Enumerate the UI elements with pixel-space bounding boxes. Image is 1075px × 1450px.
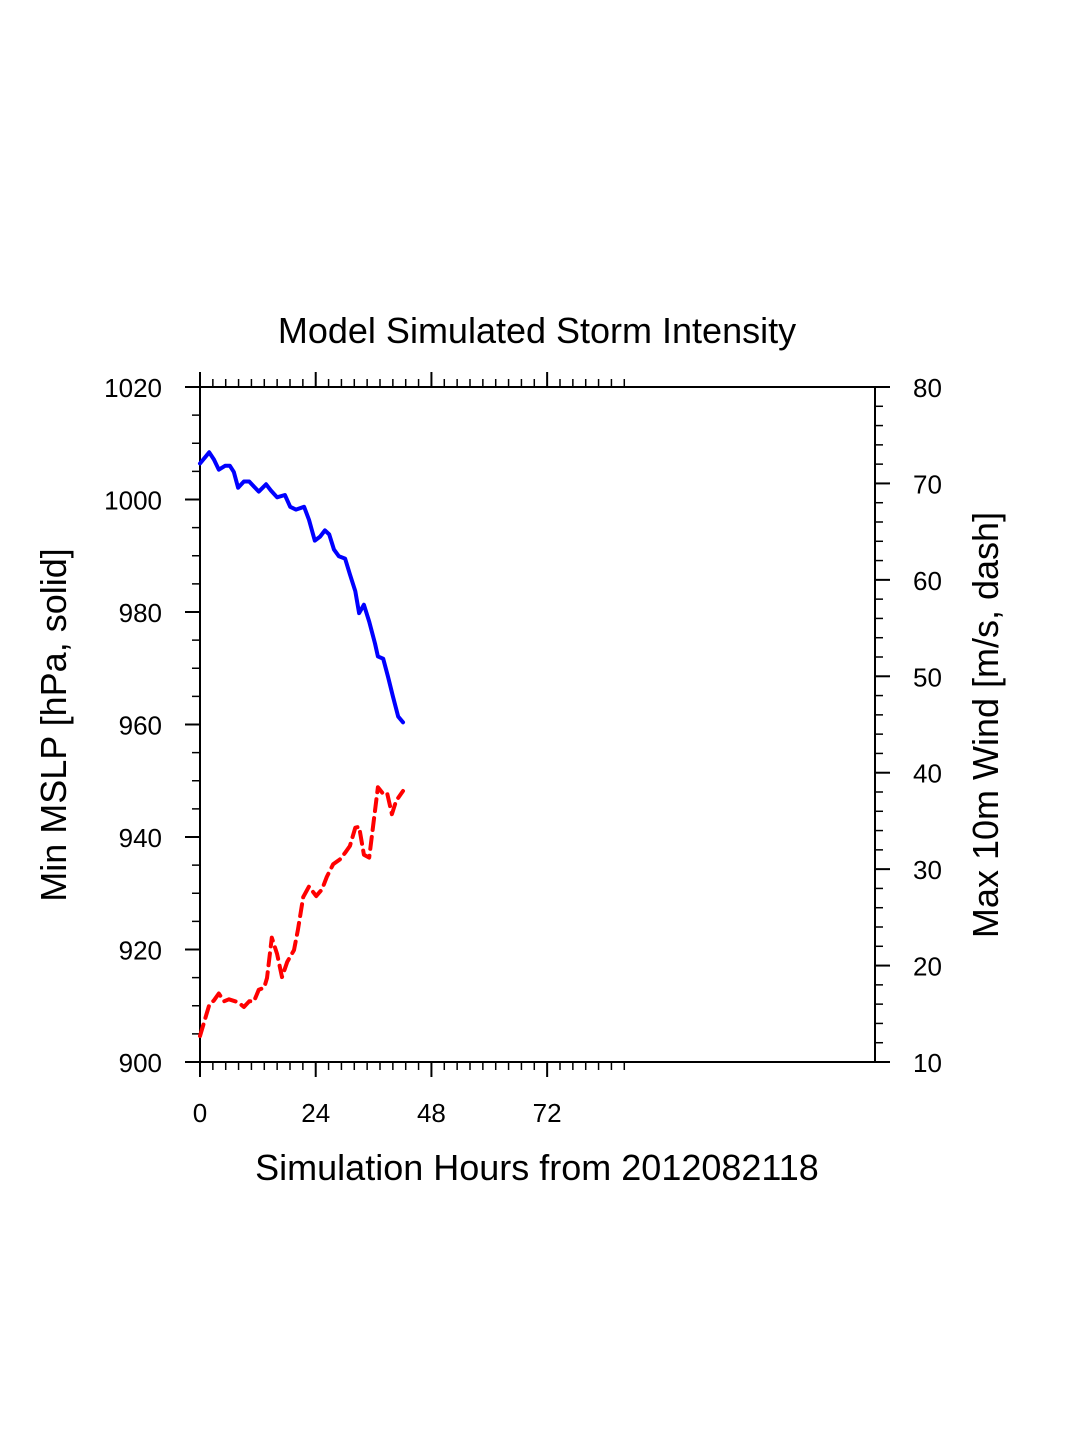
y-left-tick-label: 940 <box>119 823 162 853</box>
y-left-tick-label: 1020 <box>104 373 162 403</box>
y-right-tick-label: 30 <box>913 855 942 885</box>
wind-series-line <box>198 785 405 1038</box>
y-right-tick-label: 60 <box>913 566 942 596</box>
x-axis-label: Simulation Hours from 2012082118 <box>255 1147 819 1188</box>
y-left-tick-label: 900 <box>119 1048 162 1078</box>
y-left-tick-label: 980 <box>119 598 162 628</box>
y-left-tick-label: 1000 <box>104 486 162 516</box>
y-right-tick-label: 70 <box>913 469 942 499</box>
y-right-tick-label: 20 <box>913 952 942 982</box>
plot-frame <box>199 386 876 1063</box>
chart-title: Model Simulated Storm Intensity <box>278 310 796 351</box>
x-tick-label: 48 <box>417 1098 446 1128</box>
y-right-tick-label: 10 <box>913 1048 942 1078</box>
axes: 0 24 48 72900920940960980100010201020304050… <box>104 372 942 1128</box>
series-layer <box>198 450 405 1038</box>
y-right-tick-label: 80 <box>913 373 942 403</box>
y-axis-label-left: Min MSLP [hPa, solid] <box>33 548 74 902</box>
y-right-tick-label: 50 <box>913 662 942 692</box>
x-tick-label: 72 <box>533 1098 562 1128</box>
x-tick-label: 0 <box>193 1098 207 1128</box>
y-left-tick-label: 920 <box>119 936 162 966</box>
y-right-tick-label: 40 <box>913 759 942 789</box>
y-axis-label-right: Max 10m Wind [m/s, dash] <box>965 512 1006 938</box>
y-left-tick-label: 960 <box>119 711 162 741</box>
x-tick-label: 24 <box>301 1098 330 1128</box>
mslp-series-line <box>198 450 405 725</box>
